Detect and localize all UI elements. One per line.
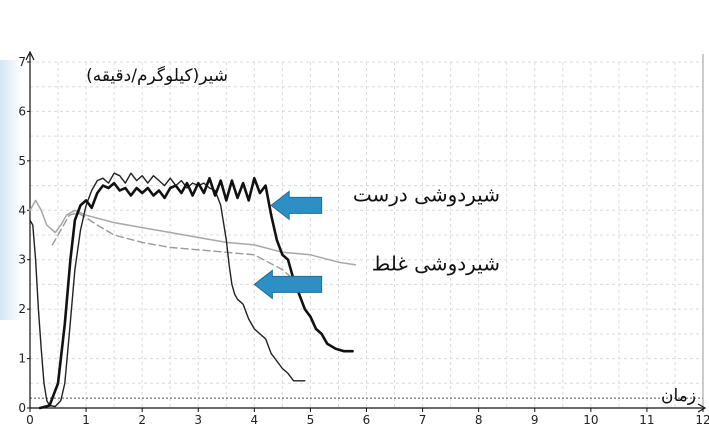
y-tick-label: 7 [18, 55, 26, 69]
y-tick-label: 5 [18, 154, 26, 168]
left-edge-decoration [0, 60, 22, 320]
annotation-incorrect-milking: شیردوشی غلط [372, 252, 500, 276]
x-tick-label: 6 [363, 413, 371, 427]
y-tick-label: 4 [18, 203, 26, 217]
x-tick-label: 7 [419, 413, 427, 427]
arrow-incorrect-milking [253, 269, 323, 300]
x-tick-label: 4 [251, 413, 259, 427]
x-tick-label: 11 [639, 413, 654, 427]
x-tick-label: 1 [82, 413, 90, 427]
grid-lines [29, 61, 704, 409]
x-tick-label: 2 [138, 413, 146, 427]
y-tick-label: 3 [18, 253, 26, 267]
y-tick-label: 6 [18, 104, 26, 118]
x-tick-label: 0 [26, 413, 34, 427]
x-tick-label: 5 [307, 413, 315, 427]
y-axis-arrowhead [25, 50, 35, 61]
y-tick-label: 0 [18, 401, 26, 415]
series-incorrect-milking [29, 172, 306, 408]
x-tick-label: 8 [475, 413, 483, 427]
x-tick-label: 9 [531, 413, 539, 427]
x-axis-title: زمان [661, 386, 696, 406]
y-tick-label: 1 [18, 352, 26, 366]
x-tick-label: 12 [695, 413, 709, 427]
x-axis-arrowhead [697, 403, 707, 413]
y-axis-title: شیر(کیلوگرم/دقیقه) [86, 65, 228, 86]
x-tick-label: 3 [194, 413, 202, 427]
series-gray-dashed [51, 212, 306, 286]
annotation-correct-milking: شیردوشی درست [353, 182, 500, 206]
x-tick-label: 10 [583, 413, 598, 427]
arrow-correct-milking [270, 190, 323, 221]
arrows-layer [253, 190, 323, 300]
y-tick-label: 2 [18, 302, 26, 316]
axes [25, 50, 707, 413]
